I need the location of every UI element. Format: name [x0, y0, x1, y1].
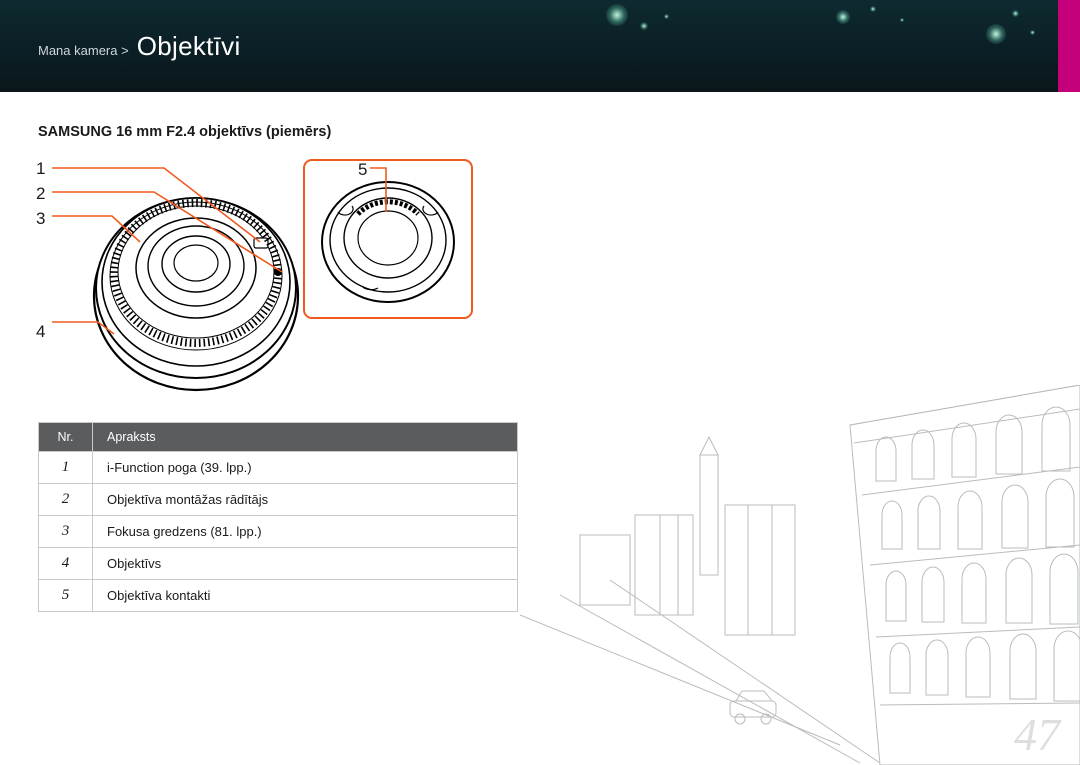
sparkle-icon	[640, 22, 648, 30]
header-band: Mana kamera > Objektīvi	[0, 0, 1080, 92]
content-area: SAMSUNG 16 mm F2.4 objektīvs (piemērs) 1…	[0, 92, 1080, 612]
sparkle-icon	[1012, 10, 1019, 17]
callout-4: 4	[36, 323, 45, 340]
breadcrumb: Mana kamera >	[38, 43, 129, 58]
table-row: 5Objektīva kontakti	[39, 580, 518, 612]
accent-tab	[1058, 0, 1080, 92]
breadcrumb-separator: >	[121, 43, 129, 58]
cell-desc: Objektīvs	[93, 548, 518, 580]
callout-numbers-left: 1 2 3 4	[36, 160, 45, 348]
lens-rear-icon	[302, 158, 480, 328]
cell-desc: Objektīva kontakti	[93, 580, 518, 612]
page-number: 47	[1014, 708, 1060, 761]
th-nr: Nr.	[39, 423, 93, 452]
page-title: Objektīvi	[137, 31, 241, 62]
lens-diagram: 1 2 3 4 5	[34, 154, 554, 404]
cell-nr: 3	[39, 516, 93, 548]
cell-desc: Fokusa gredzens (81. lpp.)	[93, 516, 518, 548]
cell-nr: 2	[39, 484, 93, 516]
sparkle-icon	[900, 18, 904, 22]
callout-2: 2	[36, 185, 45, 202]
subheading: SAMSUNG 16 mm F2.4 objektīvs (piemērs)	[38, 124, 1042, 140]
spec-table: Nr. Apraksts 1i-Function poga (39. lpp.)…	[38, 422, 518, 612]
callout-1: 1	[36, 160, 45, 177]
sparkle-icon	[664, 14, 669, 19]
cell-nr: 4	[39, 548, 93, 580]
breadcrumb-prefix: Mana kamera	[38, 43, 117, 58]
callout-3: 3	[36, 210, 45, 227]
th-desc: Apraksts	[93, 423, 518, 452]
cell-nr: 5	[39, 580, 93, 612]
table-row: 3Fokusa gredzens (81. lpp.)	[39, 516, 518, 548]
sparkle-icon	[606, 4, 628, 26]
cell-nr: 1	[39, 452, 93, 484]
table-row: 1i-Function poga (39. lpp.)	[39, 452, 518, 484]
cell-desc: Objektīva montāžas rādītājs	[93, 484, 518, 516]
lens-front-icon	[86, 176, 306, 396]
sparkle-icon	[836, 10, 850, 24]
sparkle-icon	[1030, 30, 1035, 35]
table-row: 2Objektīva montāžas rādītājs	[39, 484, 518, 516]
sparkle-icon	[986, 24, 1006, 44]
table-row: 4Objektīvs	[39, 548, 518, 580]
cell-desc: i-Function poga (39. lpp.)	[93, 452, 518, 484]
sparkle-icon	[870, 6, 876, 12]
